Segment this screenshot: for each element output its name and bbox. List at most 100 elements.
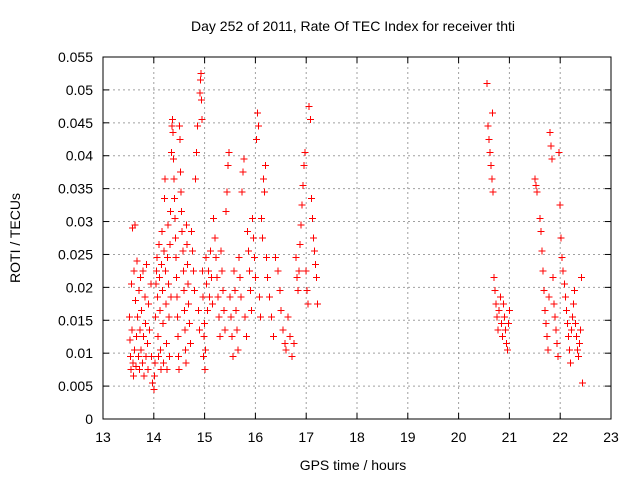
y-tick-label: 0.02: [66, 279, 93, 295]
data-point: [229, 352, 237, 360]
data-point: [196, 89, 204, 97]
data-point: [502, 339, 510, 347]
x-tick-label: 18: [349, 429, 365, 445]
data-point: [178, 208, 186, 216]
data-point: [169, 116, 177, 124]
data-point: [161, 175, 169, 183]
data-point: [231, 287, 239, 295]
data-point: [499, 300, 507, 308]
data-point: [260, 175, 268, 183]
data-point: [307, 195, 315, 203]
data-point: [214, 293, 222, 301]
data-point: [238, 188, 246, 196]
data-point: [170, 175, 178, 183]
data-point: [564, 333, 572, 341]
data-point: [236, 273, 244, 281]
data-point: [553, 339, 561, 347]
data-point: [180, 287, 188, 295]
data-point: [133, 257, 141, 265]
data-point: [279, 326, 287, 334]
data-point: [136, 366, 144, 374]
data-point: [136, 326, 144, 334]
data-point: [187, 227, 195, 235]
data-point: [166, 241, 174, 249]
axis-ticks: [102, 56, 612, 420]
data-point: [228, 333, 236, 341]
data-point: [303, 287, 311, 295]
x-tick-label: 17: [298, 429, 314, 445]
data-point: [288, 352, 296, 360]
data-point: [248, 214, 256, 222]
data-point: [573, 346, 581, 354]
data-point: [159, 359, 167, 367]
data-point: [132, 362, 140, 370]
data-point: [504, 320, 512, 328]
x-tick-label: 22: [552, 429, 568, 445]
data-point: [199, 267, 207, 275]
data-point: [567, 326, 575, 334]
data-point: [306, 116, 314, 124]
data-point: [495, 306, 503, 314]
data-point: [550, 300, 558, 308]
data-point: [574, 352, 582, 360]
data-point: [232, 306, 240, 314]
data-point: [531, 175, 539, 183]
data-point: [245, 267, 253, 275]
data-point: [197, 69, 205, 77]
y-tick-label: 0.035: [58, 181, 93, 197]
data-point: [576, 339, 584, 347]
data-point: [240, 155, 248, 163]
data-point: [153, 293, 161, 301]
data-point: [127, 280, 135, 288]
x-tick-label: 20: [451, 429, 467, 445]
data-point: [249, 234, 257, 242]
data-point: [162, 300, 170, 308]
data-point: [199, 293, 207, 301]
data-point: [132, 297, 140, 305]
data-point: [262, 162, 270, 170]
data-point: [164, 221, 172, 229]
y-tick-label: 0: [85, 411, 93, 427]
data-point: [148, 379, 156, 387]
data-point: [158, 287, 166, 295]
data-point: [224, 162, 232, 170]
data-point: [128, 326, 136, 334]
data-point: [296, 241, 304, 249]
data-point: [145, 300, 153, 308]
data-point: [276, 287, 284, 295]
data-point: [156, 346, 164, 354]
data-point: [169, 129, 177, 137]
data-point: [215, 313, 223, 321]
data-point: [146, 326, 154, 334]
data-point: [251, 273, 259, 281]
y-tick-label: 0.03: [66, 214, 93, 230]
data-point: [196, 326, 204, 334]
data-point: [489, 109, 497, 117]
data-point: [182, 221, 190, 229]
data-point: [268, 313, 276, 321]
data-point: [227, 313, 235, 321]
data-point: [144, 366, 152, 374]
data-point: [140, 333, 148, 341]
data-point: [152, 267, 160, 275]
data-point: [255, 293, 263, 301]
data-point: [556, 201, 564, 209]
data-point: [164, 254, 172, 262]
data-point: [190, 287, 198, 295]
data-point: [301, 148, 309, 156]
data-point: [501, 326, 509, 334]
data-point: [200, 352, 208, 360]
data-point: [235, 254, 243, 262]
y-tick-label: 0.01: [66, 345, 93, 361]
data-point: [274, 267, 282, 275]
data-point: [233, 326, 241, 334]
data-point: [181, 326, 189, 334]
data-point: [192, 148, 200, 156]
data-point: [203, 280, 211, 288]
data-point: [546, 129, 554, 137]
data-point: [549, 273, 557, 281]
data-point: [542, 320, 550, 328]
data-point: [157, 260, 165, 268]
data-point: [221, 326, 229, 334]
data-point: [172, 254, 180, 262]
